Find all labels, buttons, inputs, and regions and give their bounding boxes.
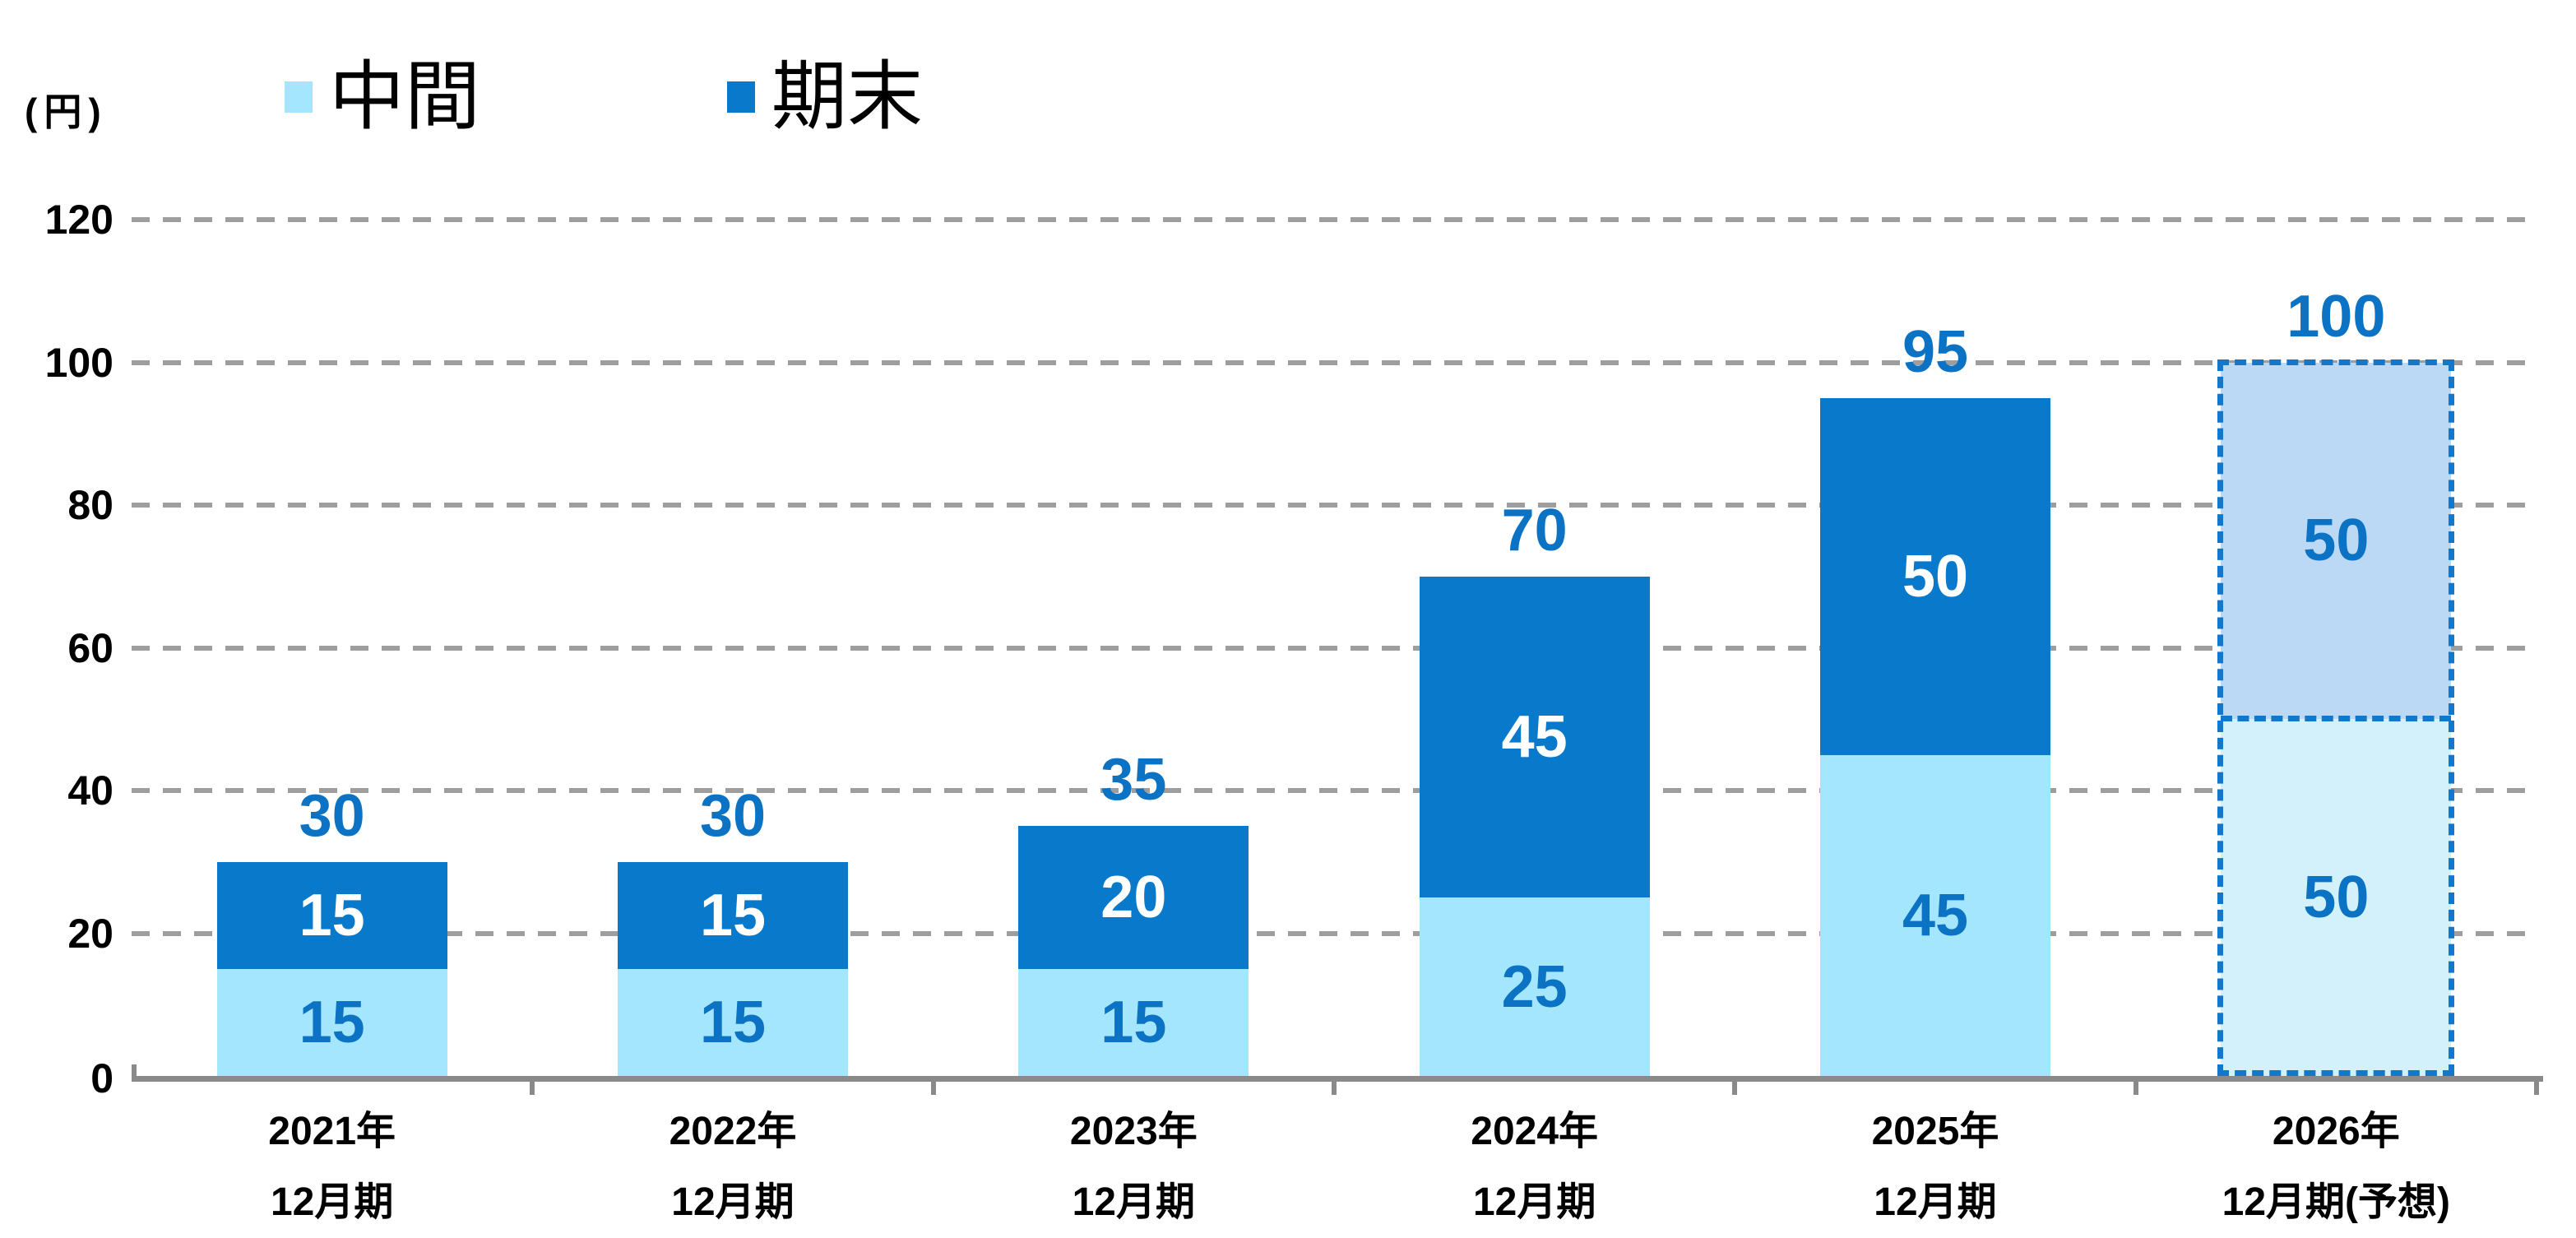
bar-2023年-interim-segment: 15 [1018,968,1249,1076]
x-axis-label-year: 2022年 [669,1110,797,1153]
y-axis-label: 120 [44,197,114,243]
bar-segment-label: 45 [1902,882,1969,948]
bar-segment-label: 15 [299,989,365,1055]
bar-total-label: 95 [1902,318,1969,385]
x-axis-label-year: 2021年 [268,1110,396,1153]
bar-segment-label: 45 [1501,703,1568,770]
x-axis-label-period: 12月期 [1874,1180,1997,1224]
x-axis-label-period: 12月期 [1072,1180,1196,1224]
legend-swatch-final-icon [727,81,756,113]
x-axis-label-year: 2025年 [1871,1110,1999,1153]
x-axis-label: 2021年 12月期 [132,1109,532,1226]
y-axis-unit-label: (円) [25,90,108,133]
x-axis-label-period: 12月期 [270,1180,394,1224]
x-axis-label: 2026年 12月期(予想) [2136,1109,2537,1226]
bar-segment-label: 15 [699,882,767,948]
axis-tick [930,1082,936,1095]
bar-total-label: 30 [299,782,365,849]
bar-segment-label: 15 [699,989,767,1055]
bar-2022年-final-segment: 15 [618,861,848,969]
x-axis-label: 2023年 12月期 [934,1109,1334,1226]
forecast-bar-outline [2217,359,2455,1076]
bar-segment-label: 20 [1100,865,1167,931]
x-axis-line [132,1076,2543,1082]
axis-tick [2534,1082,2539,1095]
bar-segment-label: 15 [299,882,365,948]
bar-total-label: 35 [1100,747,1167,814]
gridline-80 [132,503,2537,508]
bar-2024年-final-segment: 45 [1419,576,1650,898]
axis-tick [2133,1082,2138,1095]
bar-segment-label: 50 [2303,865,2370,931]
bar-2021年-final-segment: 15 [216,861,447,969]
bar-total-label: 30 [699,782,767,849]
forecast-segment-divider [2221,716,2452,722]
gridline-20 [132,930,2537,936]
bar-segment-label: 15 [1100,989,1167,1055]
bar-2024年-interim-segment: 25 [1419,897,1650,1076]
bar-2021年-interim-segment: 15 [216,968,447,1076]
axis-tick [530,1082,535,1095]
legend: 中間 期末 [285,48,923,146]
gridline-40 [132,788,2537,793]
axis-tick [1332,1082,1337,1095]
bar-segment-label: 50 [2303,508,2370,574]
legend-item-interim: 中間 [285,59,480,135]
gridline-120 [132,217,2537,222]
x-axis-label-period: 12月期 [671,1180,795,1224]
bar-2026年-interim-segment: 50 [2221,719,2452,1076]
x-axis-label-year: 2024年 [1471,1110,1599,1153]
bar-segment-label: 50 [1902,543,1969,610]
legend-label-interim: 中間 [329,55,481,139]
gridline-60 [132,645,2537,651]
bar-total-label: 70 [1501,497,1568,563]
x-axis-label-period: 12月期 [1472,1180,1596,1224]
legend-item-final: 期末 [727,59,923,135]
legend-label-final: 期末 [771,55,924,139]
bar-2026年-final-segment: 50 [2221,362,2452,720]
bar-2023年-final-segment: 20 [1018,826,1249,969]
bar-2022年-interim-segment: 15 [618,968,848,1076]
y-axis-label: 20 [67,910,114,957]
axis-tick [1732,1082,1738,1095]
gridline-100 [132,359,2537,365]
x-axis-label: 2024年 12月期 [1334,1109,1735,1226]
x-axis-label: 2022年 12月期 [532,1109,933,1226]
y-axis-label: 60 [67,624,114,671]
bar-total-label: 100 [2286,283,2386,350]
x-axis-label: 2025年 12月期 [1735,1109,2135,1226]
y-axis-label: 100 [44,339,114,386]
bar-2025年-interim-segment: 45 [1820,754,2050,1076]
y-axis-label: 80 [67,482,114,528]
x-axis-label-year: 2026年 [2272,1110,2400,1153]
bar-2025年-final-segment: 50 [1820,397,2050,755]
y-axis-stub [132,1064,137,1076]
x-axis-label-period: 12月期(予想) [2222,1180,2450,1224]
bar-segment-label: 25 [1501,953,1568,1020]
legend-swatch-interim-icon [285,81,313,113]
y-axis-label: 0 [90,1055,114,1101]
x-axis-label-year: 2023年 [1069,1110,1198,1153]
y-axis-label: 40 [67,767,114,814]
